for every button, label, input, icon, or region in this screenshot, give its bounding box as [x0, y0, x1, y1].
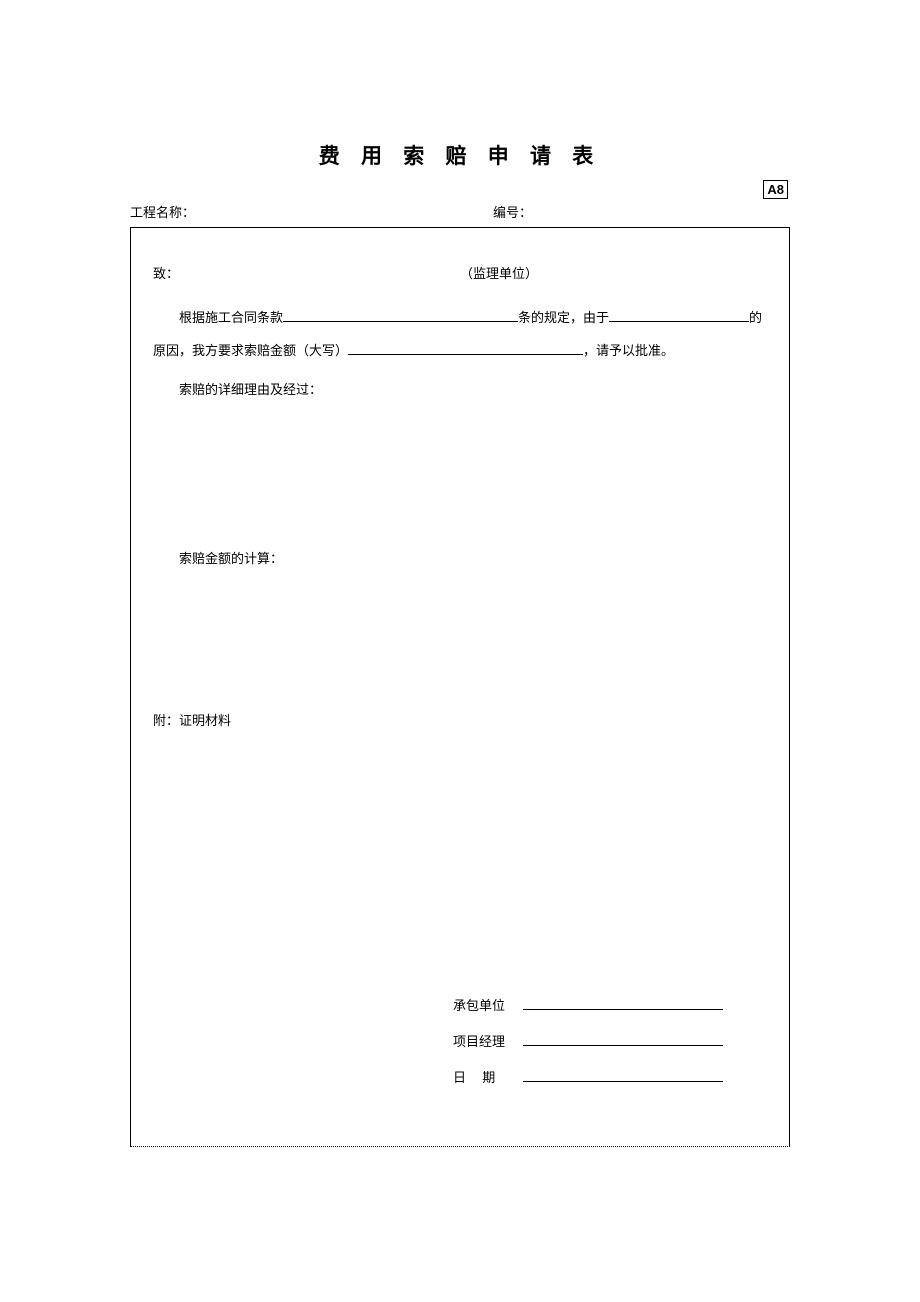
to-label: 致： [153, 258, 460, 291]
addressee-row: 致： （监理单位） [153, 258, 767, 291]
spacer-reason [153, 407, 767, 537]
blank-contractor[interactable] [523, 1009, 723, 1010]
claim-statement: 根据施工合同条款 条的规定，由于 的 原因，我方要求索赔金额（大写） ，请予以批准。 [153, 301, 767, 369]
blank-date[interactable] [523, 1081, 723, 1082]
blank-pm[interactable] [523, 1045, 723, 1046]
date-row: 日 期 [453, 1060, 767, 1096]
date-label: 日 期 [453, 1060, 523, 1096]
spacer-calc [153, 575, 767, 705]
text-amount-prefix: 原因，我方要求索赔金额（大写） [153, 343, 348, 358]
blank-reason[interactable] [609, 321, 749, 322]
section-detailed-reason: 索赔的详细理由及经过： [153, 374, 767, 407]
contractor-label: 承包单位 [453, 988, 523, 1024]
claim-line-2: 原因，我方要求索赔金额（大写） ，请予以批准。 [153, 334, 767, 368]
contractor-row: 承包单位 [453, 988, 767, 1024]
date-char-ri: 日 [453, 1070, 466, 1085]
project-name-label: 工程名称： [130, 202, 493, 221]
document-page: 费 用 索 赔 申 请 表 A8 工程名称： 编号： 致： （监理单位） 根据施… [0, 0, 920, 1302]
form-code-badge: A8 [763, 180, 788, 199]
text-contract-clause-prefix: 根据施工合同条款 [179, 310, 283, 325]
text-approve-suffix: ，请予以批准。 [583, 343, 674, 358]
signature-block: 承包单位 项目经理 日 期 [453, 988, 767, 1097]
pm-row: 项目经理 [453, 1024, 767, 1060]
claim-line-1: 根据施工合同条款 条的规定，由于 的 [153, 301, 767, 335]
supervision-unit-label: （监理单位） [460, 258, 767, 291]
text-clause-due-to: 条的规定，由于 [518, 310, 609, 325]
form-body-box: 致： （监理单位） 根据施工合同条款 条的规定，由于 的 原因，我方要求索赔金额（大… [130, 227, 790, 1147]
pm-label: 项目经理 [453, 1024, 523, 1060]
text-de: 的 [749, 310, 762, 325]
header-row: 工程名称： 编号： [130, 202, 790, 221]
spacer-attach [153, 738, 767, 988]
blank-amount[interactable] [348, 354, 583, 355]
attachment-label: 附：证明材料 [153, 705, 767, 738]
blank-contract-clause[interactable] [283, 321, 518, 322]
section-amount-calc: 索赔金额的计算： [153, 543, 767, 576]
form-title: 费 用 索 赔 申 请 表 [130, 140, 790, 170]
date-char-qi: 期 [482, 1070, 495, 1085]
form-number-label: 编号： [493, 202, 790, 221]
